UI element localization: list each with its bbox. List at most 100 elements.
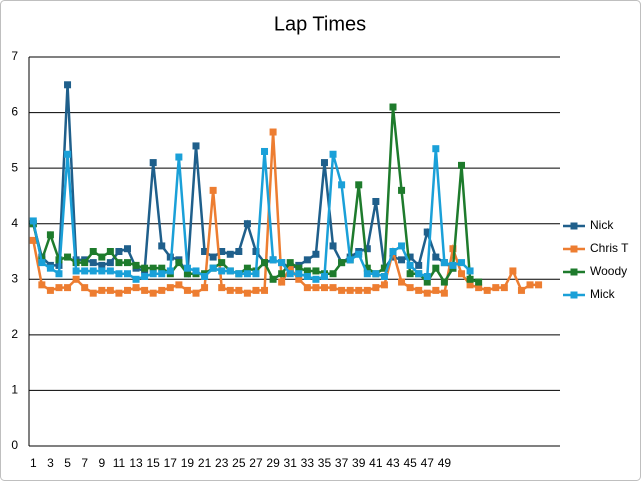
point-marker [158,286,166,294]
point-marker [398,242,406,250]
x-tick-label: 21 [198,456,212,470]
point-marker [29,236,37,244]
point-marker [158,264,166,272]
point-marker [201,273,209,281]
point-marker [458,270,466,278]
point-marker [449,261,457,269]
point-marker [423,289,431,297]
x-tick-label: 49 [438,456,452,470]
point-marker [517,286,525,294]
y-tick-label: 0 [11,438,18,452]
point-marker [226,286,234,294]
point-marker [98,286,106,294]
point-marker [380,281,388,289]
point-marker [398,278,406,286]
x-tick-label: 7 [81,456,88,470]
point-marker [432,264,440,272]
point-marker [432,286,440,294]
point-marker [406,284,414,292]
point-marker [235,248,243,255]
point-marker [440,259,448,267]
point-marker [363,270,371,278]
point-marker [149,159,157,167]
point-marker [166,267,174,275]
x-tick-label: 19 [181,456,195,470]
y-tick-label: 1 [11,383,18,397]
point-marker [218,284,226,292]
x-tick-label: 45 [403,456,417,470]
point-marker [458,259,466,267]
point-marker [312,267,320,275]
point-marker [286,259,294,267]
point-marker [64,284,72,292]
point-marker [269,256,277,264]
point-marker [535,281,543,289]
point-marker [320,284,328,292]
point-marker [475,278,483,286]
point-marker [320,273,328,281]
point-marker [252,270,260,278]
point-marker [269,128,277,136]
point-marker [303,256,311,264]
point-marker [406,270,414,278]
point-marker [89,267,97,275]
point-marker [183,270,191,278]
point-marker [406,261,414,269]
point-marker [432,253,440,261]
x-tick-label: 43 [386,456,400,470]
point-marker [46,231,54,239]
point-marker [355,250,363,258]
point-marker [320,159,328,167]
point-marker [132,261,140,269]
point-marker [526,281,534,289]
point-marker [312,250,320,258]
point-marker [175,153,183,161]
point-marker [278,278,286,286]
x-tick-label: 39 [352,456,366,470]
legend-marker [570,222,578,230]
x-tick-label: 1 [30,456,37,470]
point-marker [115,289,123,297]
point-marker [106,267,114,275]
point-marker [46,286,54,294]
point-marker [38,281,46,289]
point-marker [329,270,337,278]
point-marker [509,267,517,275]
point-marker [466,275,474,283]
y-tick-label: 5 [11,160,18,174]
legend-label: Mick [590,287,616,301]
point-marker [123,270,131,278]
point-marker [243,264,251,272]
point-marker [218,248,226,255]
point-marker [98,267,106,275]
point-marker [226,267,234,275]
point-marker [106,286,114,294]
point-marker [458,161,466,169]
point-marker [158,242,166,250]
point-marker [252,248,260,255]
point-marker [415,270,423,278]
point-marker [55,284,63,292]
point-marker [81,284,89,292]
point-marker [149,289,157,297]
point-marker [286,264,294,272]
point-marker [278,270,286,278]
point-marker [303,267,311,275]
x-tick-label: 5 [64,456,71,470]
point-marker [64,150,72,158]
point-marker [466,281,474,289]
point-marker [123,286,131,294]
point-marker [175,281,183,289]
point-marker [64,253,72,261]
x-tick-label: 37 [335,456,349,470]
point-marker [389,248,397,255]
point-marker [201,248,209,255]
point-marker [346,256,354,264]
point-marker [380,273,388,281]
point-marker [141,264,149,272]
point-marker [398,256,406,264]
point-marker [363,245,371,253]
point-marker [149,270,157,278]
x-tick-label: 9 [98,456,105,470]
